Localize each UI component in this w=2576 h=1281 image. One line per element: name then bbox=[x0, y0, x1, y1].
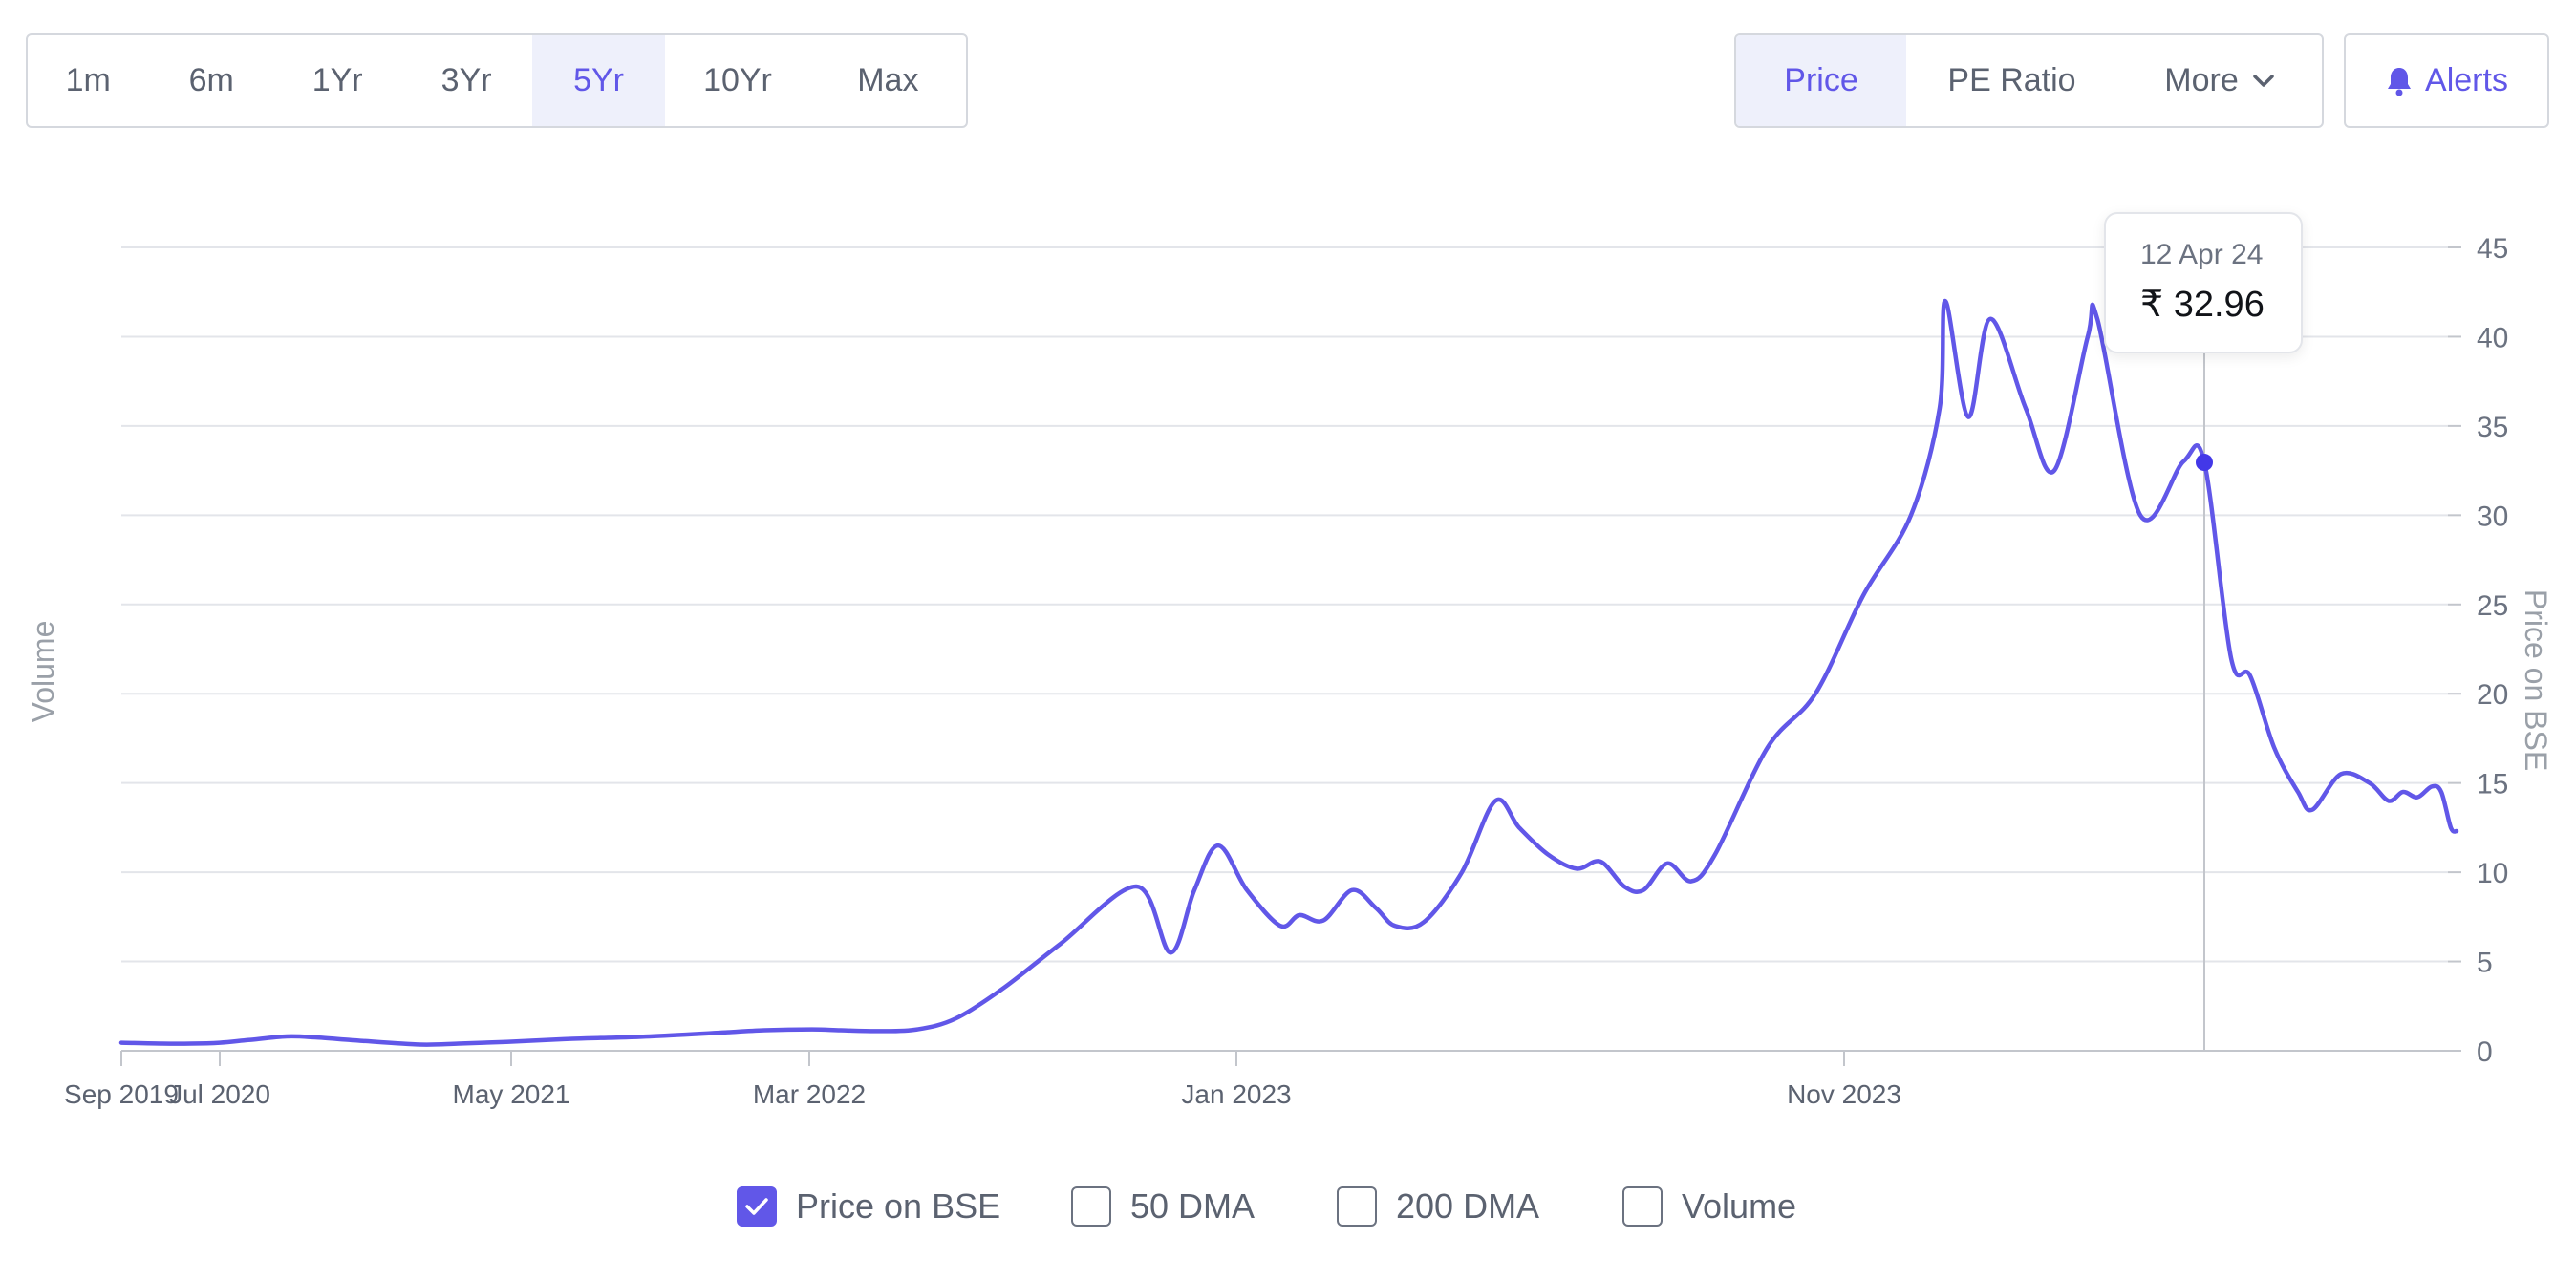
x-tick-label: Sep 2019 bbox=[64, 1079, 179, 1109]
x-tick-label: Jan 2023 bbox=[1181, 1079, 1291, 1109]
range-button-3yr[interactable]: 3Yr bbox=[400, 35, 531, 126]
more-dropdown[interactable]: More bbox=[2117, 35, 2322, 126]
legend-label-50-dma: 50 DMA bbox=[1130, 1186, 1256, 1226]
range-button-label: 1Yr bbox=[311, 62, 363, 98]
y-tick-label: 30 bbox=[2477, 501, 2508, 532]
price-tooltip: 12 Apr 24 ₹ 32.96 bbox=[2104, 212, 2303, 353]
y-tick-label: 40 bbox=[2477, 322, 2508, 353]
range-button-label: 3Yr bbox=[440, 62, 492, 98]
range-button-1yr[interactable]: 1Yr bbox=[274, 35, 400, 126]
price-tab[interactable]: Price bbox=[1736, 35, 1906, 126]
legend-checkbox-50-dma[interactable] bbox=[1071, 1186, 1111, 1227]
x-tick-label: Nov 2023 bbox=[1787, 1079, 1901, 1109]
legend-volume[interactable]: Volume bbox=[1622, 1183, 1796, 1230]
legend-label-price-on-bse: Price on BSE bbox=[796, 1186, 1001, 1226]
y-tick-label: 45 bbox=[2477, 233, 2508, 265]
alerts-button[interactable]: Alerts bbox=[2344, 33, 2549, 128]
y-tick-label: 10 bbox=[2477, 858, 2508, 889]
chevron-down-icon bbox=[2252, 74, 2274, 87]
y-tick-label: 5 bbox=[2477, 948, 2493, 979]
x-tick-label: Mar 2022 bbox=[753, 1079, 866, 1109]
price-tab-label: Price bbox=[1784, 62, 1858, 98]
range-button-label: 10Yr bbox=[703, 62, 772, 98]
tooltip-value: ₹ 32.96 bbox=[2140, 285, 2265, 325]
range-button-label: 1m bbox=[65, 62, 111, 98]
hover-point bbox=[2196, 454, 2213, 472]
metric-selector: Price PE Ratio More bbox=[1734, 33, 2324, 128]
x-tick-label: Jul 2020 bbox=[169, 1079, 270, 1109]
range-button-label: 5Yr bbox=[573, 62, 625, 98]
range-button-5yr[interactable]: 5Yr bbox=[531, 35, 666, 126]
bell-icon bbox=[2388, 67, 2412, 96]
y-axis-ticks: 0 5 10 15 20 25 30 35 40 45 bbox=[2448, 233, 2508, 1068]
price-line[interactable] bbox=[118, 298, 2459, 1047]
range-selector: 1m 6m 1Yr 3Yr 5Yr 10Yr Max bbox=[26, 33, 968, 128]
range-button-label: Max bbox=[857, 62, 919, 98]
range-button-1m[interactable]: 1m bbox=[28, 35, 148, 126]
pe-ratio-tab-label: PE Ratio bbox=[1947, 62, 2076, 98]
x-tick-label: May 2021 bbox=[453, 1079, 570, 1109]
pe-ratio-tab[interactable]: PE Ratio bbox=[1906, 35, 2117, 126]
legend-checkbox-price-on-bse[interactable] bbox=[737, 1186, 777, 1227]
y-tick-label: 25 bbox=[2477, 590, 2508, 622]
y-tick-label: 15 bbox=[2477, 769, 2508, 801]
legend-50-dma[interactable]: 50 DMA bbox=[1071, 1183, 1255, 1230]
legend-label-volume: Volume bbox=[1682, 1186, 1797, 1226]
y-tick-label: 0 bbox=[2477, 1036, 2493, 1068]
y-axis-left-label: Volume bbox=[26, 621, 60, 723]
y-axis-right-label: Price on BSE bbox=[2519, 589, 2553, 771]
range-button-max[interactable]: Max bbox=[810, 35, 966, 126]
legend-label-200-dma: 200 DMA bbox=[1396, 1186, 1540, 1226]
chart-grid bbox=[121, 246, 2448, 1052]
legend-200-dma[interactable]: 200 DMA bbox=[1337, 1183, 1539, 1230]
legend-checkbox-200-dma[interactable] bbox=[1337, 1186, 1377, 1227]
tooltip-date: 12 Apr 24 bbox=[2140, 239, 2264, 270]
legend-checkbox-volume[interactable] bbox=[1622, 1186, 1663, 1227]
range-button-10yr[interactable]: 10Yr bbox=[665, 35, 809, 126]
alerts-label: Alerts bbox=[2425, 62, 2508, 98]
legend-price-on-bse[interactable]: Price on BSE bbox=[737, 1183, 1000, 1230]
range-button-label: 6m bbox=[188, 62, 234, 98]
y-tick-label: 35 bbox=[2477, 412, 2508, 443]
y-tick-label: 20 bbox=[2477, 679, 2508, 711]
more-dropdown-label: More bbox=[2164, 62, 2239, 98]
range-button-6m[interactable]: 6m bbox=[148, 35, 273, 126]
checkmark-icon bbox=[745, 1198, 768, 1215]
